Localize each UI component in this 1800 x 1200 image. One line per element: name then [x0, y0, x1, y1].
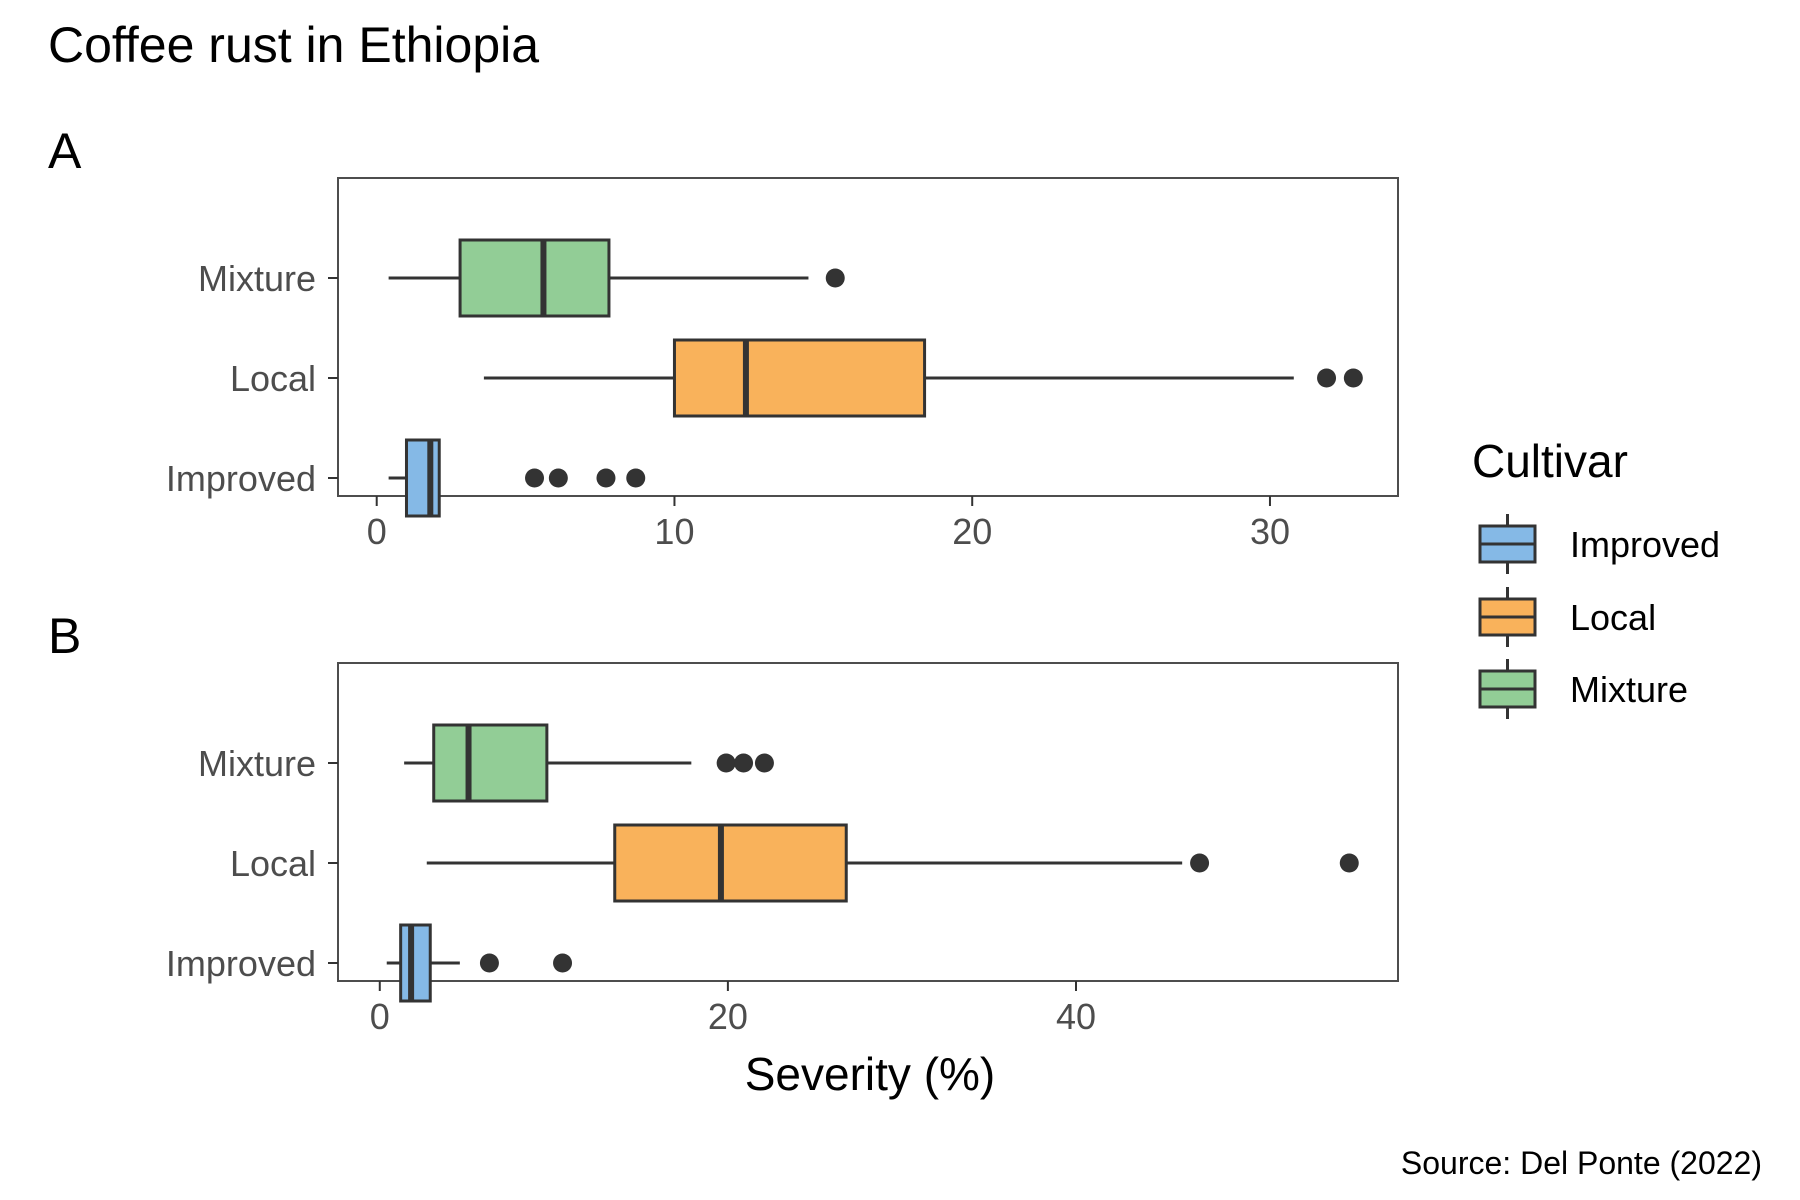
panel-a-mixture-outlier-1	[825, 268, 845, 288]
panel-a-ytick-label-mixture: Mixture	[198, 258, 316, 299]
panel-b-ytick-label-improved: Improved	[166, 943, 316, 984]
chart-caption: Source: Del Ponte (2022)	[1401, 1145, 1762, 1181]
panel-b-improved-outlier-2	[553, 953, 573, 973]
panel-b-mixture-outlier-2	[734, 753, 754, 773]
panel-b-mixture-outlier-3	[754, 753, 774, 773]
panel-a-ytick-label-improved: Improved	[166, 458, 316, 499]
panel-a-improved-outlier-4	[626, 468, 646, 488]
panel-b-border	[337, 662, 1399, 982]
panel-b-local-outlier-1	[1190, 853, 1210, 873]
legend: Cultivar Improved Local Mixture	[1472, 435, 1720, 719]
x-axis-title: Severity (%)	[745, 1048, 995, 1100]
panel-b-tag: B	[48, 608, 81, 664]
legend-mixture-label: Mixture	[1570, 669, 1688, 710]
panel-a-improved-box	[404, 438, 441, 518]
panel-a-mixture-box-group	[388, 238, 845, 318]
legend-improved-label: Improved	[1570, 524, 1720, 565]
panel-b-local-box	[613, 823, 848, 903]
panel-a-local-outlier-2	[1343, 368, 1363, 388]
legend-improved-item: Improved	[1478, 514, 1720, 574]
panel-a-tag: A	[48, 123, 82, 179]
panel-a-border	[337, 177, 1399, 497]
legend-title: Cultivar	[1472, 435, 1628, 487]
legend-mixture-item: Mixture	[1478, 659, 1688, 719]
panel-a-local-outlier-1	[1317, 368, 1337, 388]
panel-b: B Mixture Local Improved 0 20 40	[48, 608, 1399, 1037]
panel-b-xtick-label-0: 0	[370, 996, 390, 1037]
panel-b-improved-box	[399, 923, 432, 1003]
panel-b-xtick-label-40: 40	[1056, 996, 1096, 1037]
panel-b-ytick-label-mixture: Mixture	[198, 743, 316, 784]
panel-b-local-outlier-2	[1339, 853, 1359, 873]
panel-b-xtick-label-20: 20	[708, 996, 748, 1037]
panel-a-improved-outlier-1	[525, 468, 545, 488]
panel-a-improved-box-group	[388, 438, 646, 518]
panel-b-ytick-label-local: Local	[230, 843, 316, 884]
legend-local-label: Local	[1570, 597, 1656, 638]
panel-a-local-box-group	[483, 338, 1363, 418]
panel-a-local-box	[672, 338, 927, 418]
panel-a: A Mixture Local Improved 0 10 20 30	[48, 123, 1399, 552]
panel-a-xtick-label-30: 30	[1250, 511, 1290, 552]
panel-b-mixture-box-group	[404, 723, 774, 803]
panel-a-improved-outlier-3	[596, 468, 616, 488]
chart-title: Coffee rust in Ethiopia	[48, 17, 539, 73]
panel-a-xtick-label-10: 10	[654, 511, 694, 552]
panel-a-xtick-label-0: 0	[367, 511, 387, 552]
panel-b-improved-box-group	[386, 923, 573, 1003]
panel-b-mixture-box	[432, 723, 549, 803]
panel-a-xtick-label-20: 20	[952, 511, 992, 552]
panel-b-local-box-group	[426, 823, 1359, 903]
panel-a-mixture-box	[458, 238, 611, 318]
legend-local-item: Local	[1478, 587, 1656, 647]
panel-a-ytick-label-local: Local	[230, 358, 316, 399]
panel-b-improved-outlier-1	[479, 953, 499, 973]
panel-a-improved-outlier-2	[548, 468, 568, 488]
panel-b-mixture-outlier-1	[716, 753, 736, 773]
